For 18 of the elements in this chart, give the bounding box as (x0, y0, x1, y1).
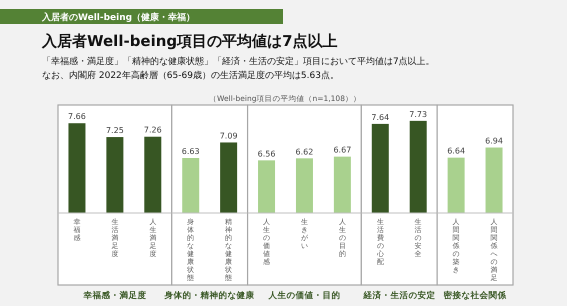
data-label: 7.64 (371, 112, 390, 122)
data-label: 7.66 (68, 112, 86, 122)
data-label: 6.56 (258, 149, 276, 158)
data-label: 7.26 (144, 126, 162, 135)
chart-title: 入居者Well-being項目の平均値は7点以上 (41, 32, 338, 50)
data-label: 6.64 (447, 146, 466, 156)
data-label: 6.67 (333, 146, 352, 155)
x-axis-title: 身体的・精神的な健康 (164, 290, 256, 301)
data-label: 6.94 (485, 136, 503, 146)
data-label: 6.62 (296, 147, 314, 156)
x-axis-title: 幸福感・満足度 (82, 290, 146, 301)
x-axis-title: 密接な社会関係 (444, 290, 508, 301)
data-label: 7.73 (409, 110, 428, 119)
data-label: 6.63 (182, 146, 200, 156)
x-axis-title: 人生の価値・目的 (267, 290, 340, 301)
data-label: 7.25 (106, 126, 124, 136)
x-axis-title: 経済・生活の安定 (362, 290, 436, 301)
data-label: 7.09 (220, 131, 238, 140)
